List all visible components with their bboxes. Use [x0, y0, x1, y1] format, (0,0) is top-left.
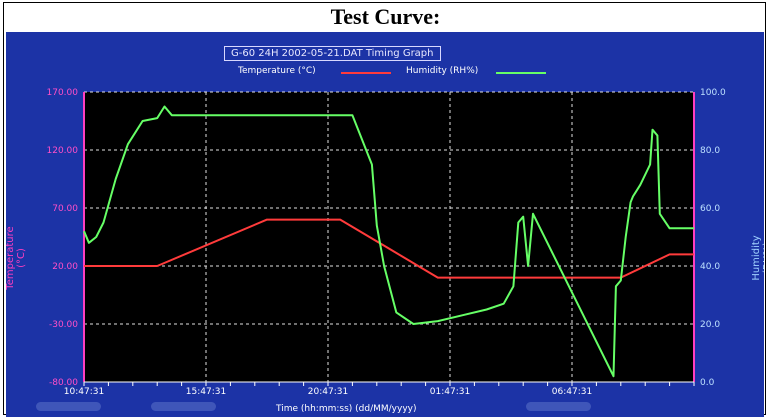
y-tick-label-right: 40.0: [700, 262, 720, 272]
blurred-footer-text: [526, 402, 591, 411]
chart-title: G-60 24H 2002-05-21.DAT Timing Graph: [224, 46, 441, 61]
chart-svg: 170.00 120.00 70.00 20.00 -30.00 -80.00 100.0 8…: [47, 72, 726, 397]
y-tick-label-left: 120.00: [47, 146, 79, 156]
y-tick-label-left: 70.00: [52, 204, 78, 214]
page-title: Test Curve:: [330, 4, 441, 29]
x-tick-label: 06:47:31: [552, 387, 592, 397]
x-tick-label: 01:47:31: [430, 387, 470, 397]
y-tick-label-right: 80.0: [700, 146, 720, 156]
series-temperature-line: [84, 218, 694, 279]
y-tick-label-right: 100.0: [700, 88, 726, 98]
blurred-footer-text: [151, 402, 216, 411]
series-humidity-line: [83, 105, 694, 378]
x-tick-label: 20:47:31: [308, 387, 348, 397]
y-tick-label-left: 170.00: [47, 88, 79, 98]
y-tick-label-right: 0.0: [700, 378, 715, 388]
y-tick-label-left: -80.00: [49, 378, 78, 388]
y-axis-left-label: Temperature (°C): [6, 226, 27, 290]
chart-panel: G-60 24H 2002-05-21.DAT Timing Graph Tem…: [6, 32, 764, 417]
legend-humidity-label: Humidity (RH%): [406, 66, 479, 76]
legend-temperature-label: Temperature (°C): [238, 66, 316, 76]
y-axis-right-label: Humidity (RH%): [751, 235, 764, 281]
x-axis-label: Time (hh:mm:ss) (dd/MM/yyyy): [276, 404, 417, 414]
x-tick-label: 10:47:31: [64, 387, 104, 397]
x-tick-label: 15:47:31: [186, 387, 226, 397]
plot-area: [84, 92, 694, 382]
y-tick-label-left: 20.00: [52, 262, 78, 272]
y-tick-label-right: 20.0: [700, 320, 720, 330]
y-tick-label-right: 60.0: [700, 204, 720, 214]
blurred-footer-text: [36, 402, 101, 411]
y-tick-label-left: -30.00: [49, 320, 78, 330]
